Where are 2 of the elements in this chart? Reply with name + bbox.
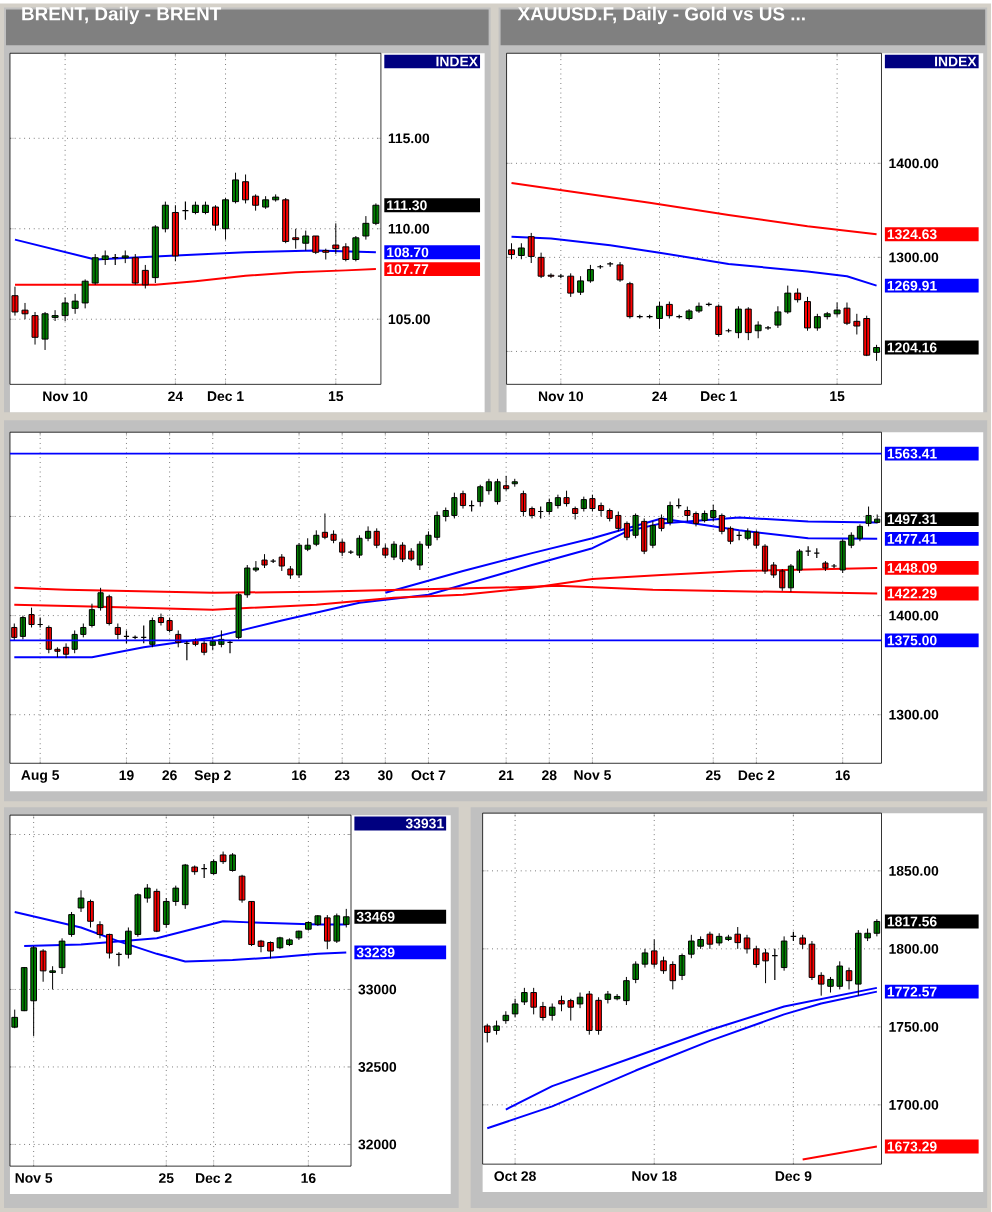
chart-title: BRENT, Daily - BRENT	[22, 6, 222, 25]
chart-title: XAUUSD.F, Daily - Gold vs US ...	[518, 6, 806, 25]
